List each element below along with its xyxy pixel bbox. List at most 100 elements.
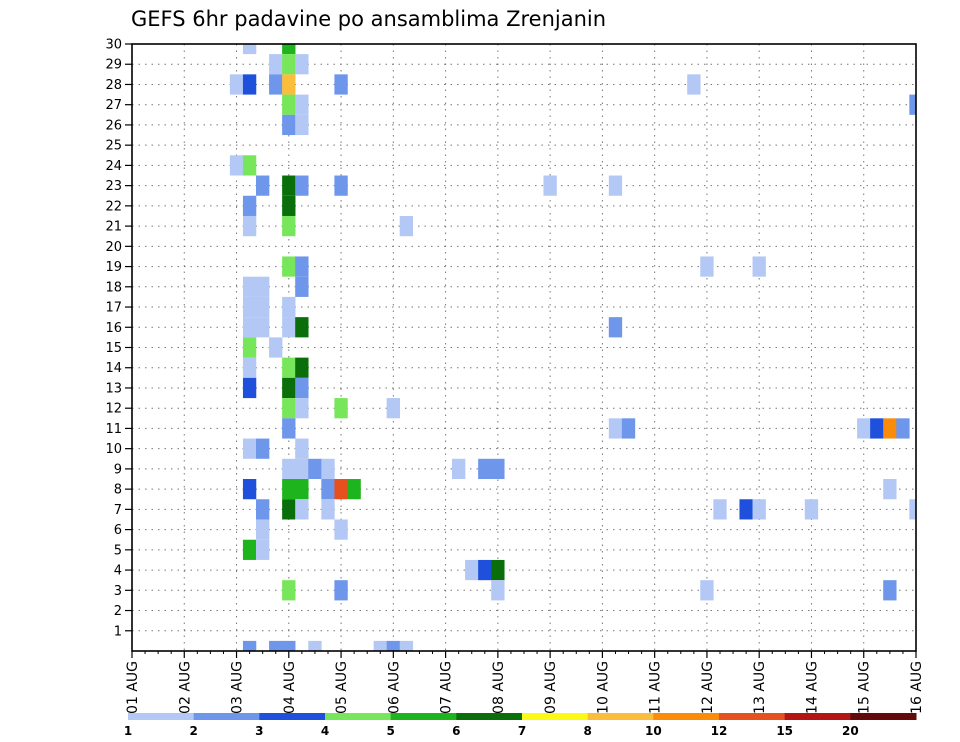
precip-cell	[608, 317, 623, 338]
colorbar-label: 7	[518, 724, 526, 738]
precip-cell	[242, 377, 257, 399]
y-tick-label: 8	[114, 483, 122, 498]
precip-cell	[608, 418, 623, 439]
y-tick-label: 16	[105, 321, 122, 336]
precip-cell	[295, 458, 309, 480]
precip-cell	[687, 74, 701, 95]
colorbar-swatch	[456, 713, 523, 720]
precip-cell	[883, 479, 897, 500]
colorbar-swatch	[587, 713, 654, 720]
precip-cell	[321, 499, 335, 520]
precip-cell	[242, 438, 257, 459]
precip-cell	[334, 580, 348, 601]
precip-cell	[295, 54, 309, 75]
y-tick-label: 10	[105, 442, 122, 457]
precip-cell	[491, 458, 505, 480]
chart-title: GEFS 6hr padavine po ansamblima Zrenjani…	[131, 7, 606, 31]
y-tick-label: 26	[105, 118, 122, 133]
precip-cell	[295, 114, 309, 136]
y-tick-label: 21	[105, 220, 122, 235]
precip-cell	[373, 640, 387, 651]
precip-cell	[282, 296, 296, 318]
colorbar-swatch	[850, 713, 917, 720]
precip-cell	[282, 94, 296, 115]
x-tick-label: 03 AUG	[230, 661, 246, 714]
precip-cell	[282, 458, 296, 480]
precip-cell	[256, 175, 270, 196]
precip-cell	[269, 337, 283, 358]
colorbar-swatch	[128, 713, 195, 720]
x-tick-label: 08 AUG	[491, 661, 507, 714]
colorbar-swatch	[259, 713, 326, 720]
y-tick-label: 27	[105, 98, 122, 113]
precip-cell	[883, 418, 897, 439]
precip-cell	[804, 499, 819, 520]
precip-cell	[295, 398, 309, 419]
y-tick-label: 9	[114, 462, 122, 477]
precip-cell	[399, 215, 414, 237]
precip-cell	[282, 114, 296, 136]
x-tick-label: 02 AUG	[177, 661, 193, 714]
precip-cell	[334, 479, 348, 500]
precip-cell	[321, 458, 335, 480]
colorbar-label: 15	[776, 724, 793, 738]
x-tick-label: 11 AUG	[648, 661, 664, 714]
y-tick-label: 3	[114, 584, 122, 599]
precip-cell	[269, 640, 283, 651]
precip-cell	[242, 215, 257, 237]
y-tick-label: 5	[114, 543, 122, 558]
precip-cell	[700, 256, 714, 277]
precip-cell	[282, 499, 296, 520]
precip-cell	[334, 74, 348, 95]
precip-cell	[621, 418, 636, 439]
colorbar-label: 20	[842, 724, 859, 738]
precip-cell	[282, 479, 296, 500]
precip-cell	[321, 479, 335, 500]
y-tick-label: 24	[105, 159, 122, 174]
precip-cell	[909, 94, 916, 115]
precip-cell	[713, 499, 727, 520]
precip-cell	[739, 499, 753, 520]
precip-cell	[752, 499, 766, 520]
precip-cell	[295, 276, 309, 297]
precip-cell	[242, 74, 257, 95]
data-cells	[229, 44, 916, 651]
precip-cell	[282, 44, 296, 55]
precip-cell	[256, 317, 270, 338]
y-tick-label: 19	[105, 260, 122, 275]
colorbar-swatch	[522, 713, 589, 720]
precip-cell	[491, 559, 505, 581]
precip-cell	[857, 418, 871, 439]
precip-cell	[229, 155, 244, 176]
colorbar-label: 3	[255, 724, 263, 738]
x-tick-label: 14 AUG	[804, 661, 820, 714]
precip-cell	[452, 458, 466, 480]
colorbar-label: 10	[645, 724, 662, 738]
colorbar-label: 6	[452, 724, 460, 738]
precip-cell	[256, 519, 270, 540]
precip-cell	[295, 438, 309, 459]
x-tick-label: 01 AUG	[125, 661, 141, 714]
colorbar-label: 12	[711, 724, 728, 738]
precip-cell	[308, 640, 322, 651]
precip-cell	[242, 296, 257, 318]
precip-cell	[282, 418, 296, 439]
x-tick-label: 15 AUG	[857, 661, 873, 714]
y-tick-label: 30	[105, 38, 122, 53]
precip-cell	[282, 74, 296, 95]
colorbar-swatch	[784, 713, 851, 720]
x-tick-label: 12 AUG	[700, 661, 716, 714]
x-tick-label: 04 AUG	[282, 661, 298, 714]
precip-cell	[282, 215, 296, 237]
precip-cell	[282, 317, 296, 338]
x-tick-label: 07 AUG	[439, 661, 455, 714]
precip-cell	[295, 317, 309, 338]
precip-cell	[909, 499, 916, 520]
y-tick-label: 7	[114, 503, 122, 518]
y-tick-label: 23	[105, 179, 122, 194]
colorbar-label: 8	[583, 724, 591, 738]
precip-cell	[308, 458, 322, 480]
precip-cell	[256, 438, 270, 459]
precip-cell	[242, 155, 257, 176]
colorbar-label: 1	[124, 724, 132, 738]
